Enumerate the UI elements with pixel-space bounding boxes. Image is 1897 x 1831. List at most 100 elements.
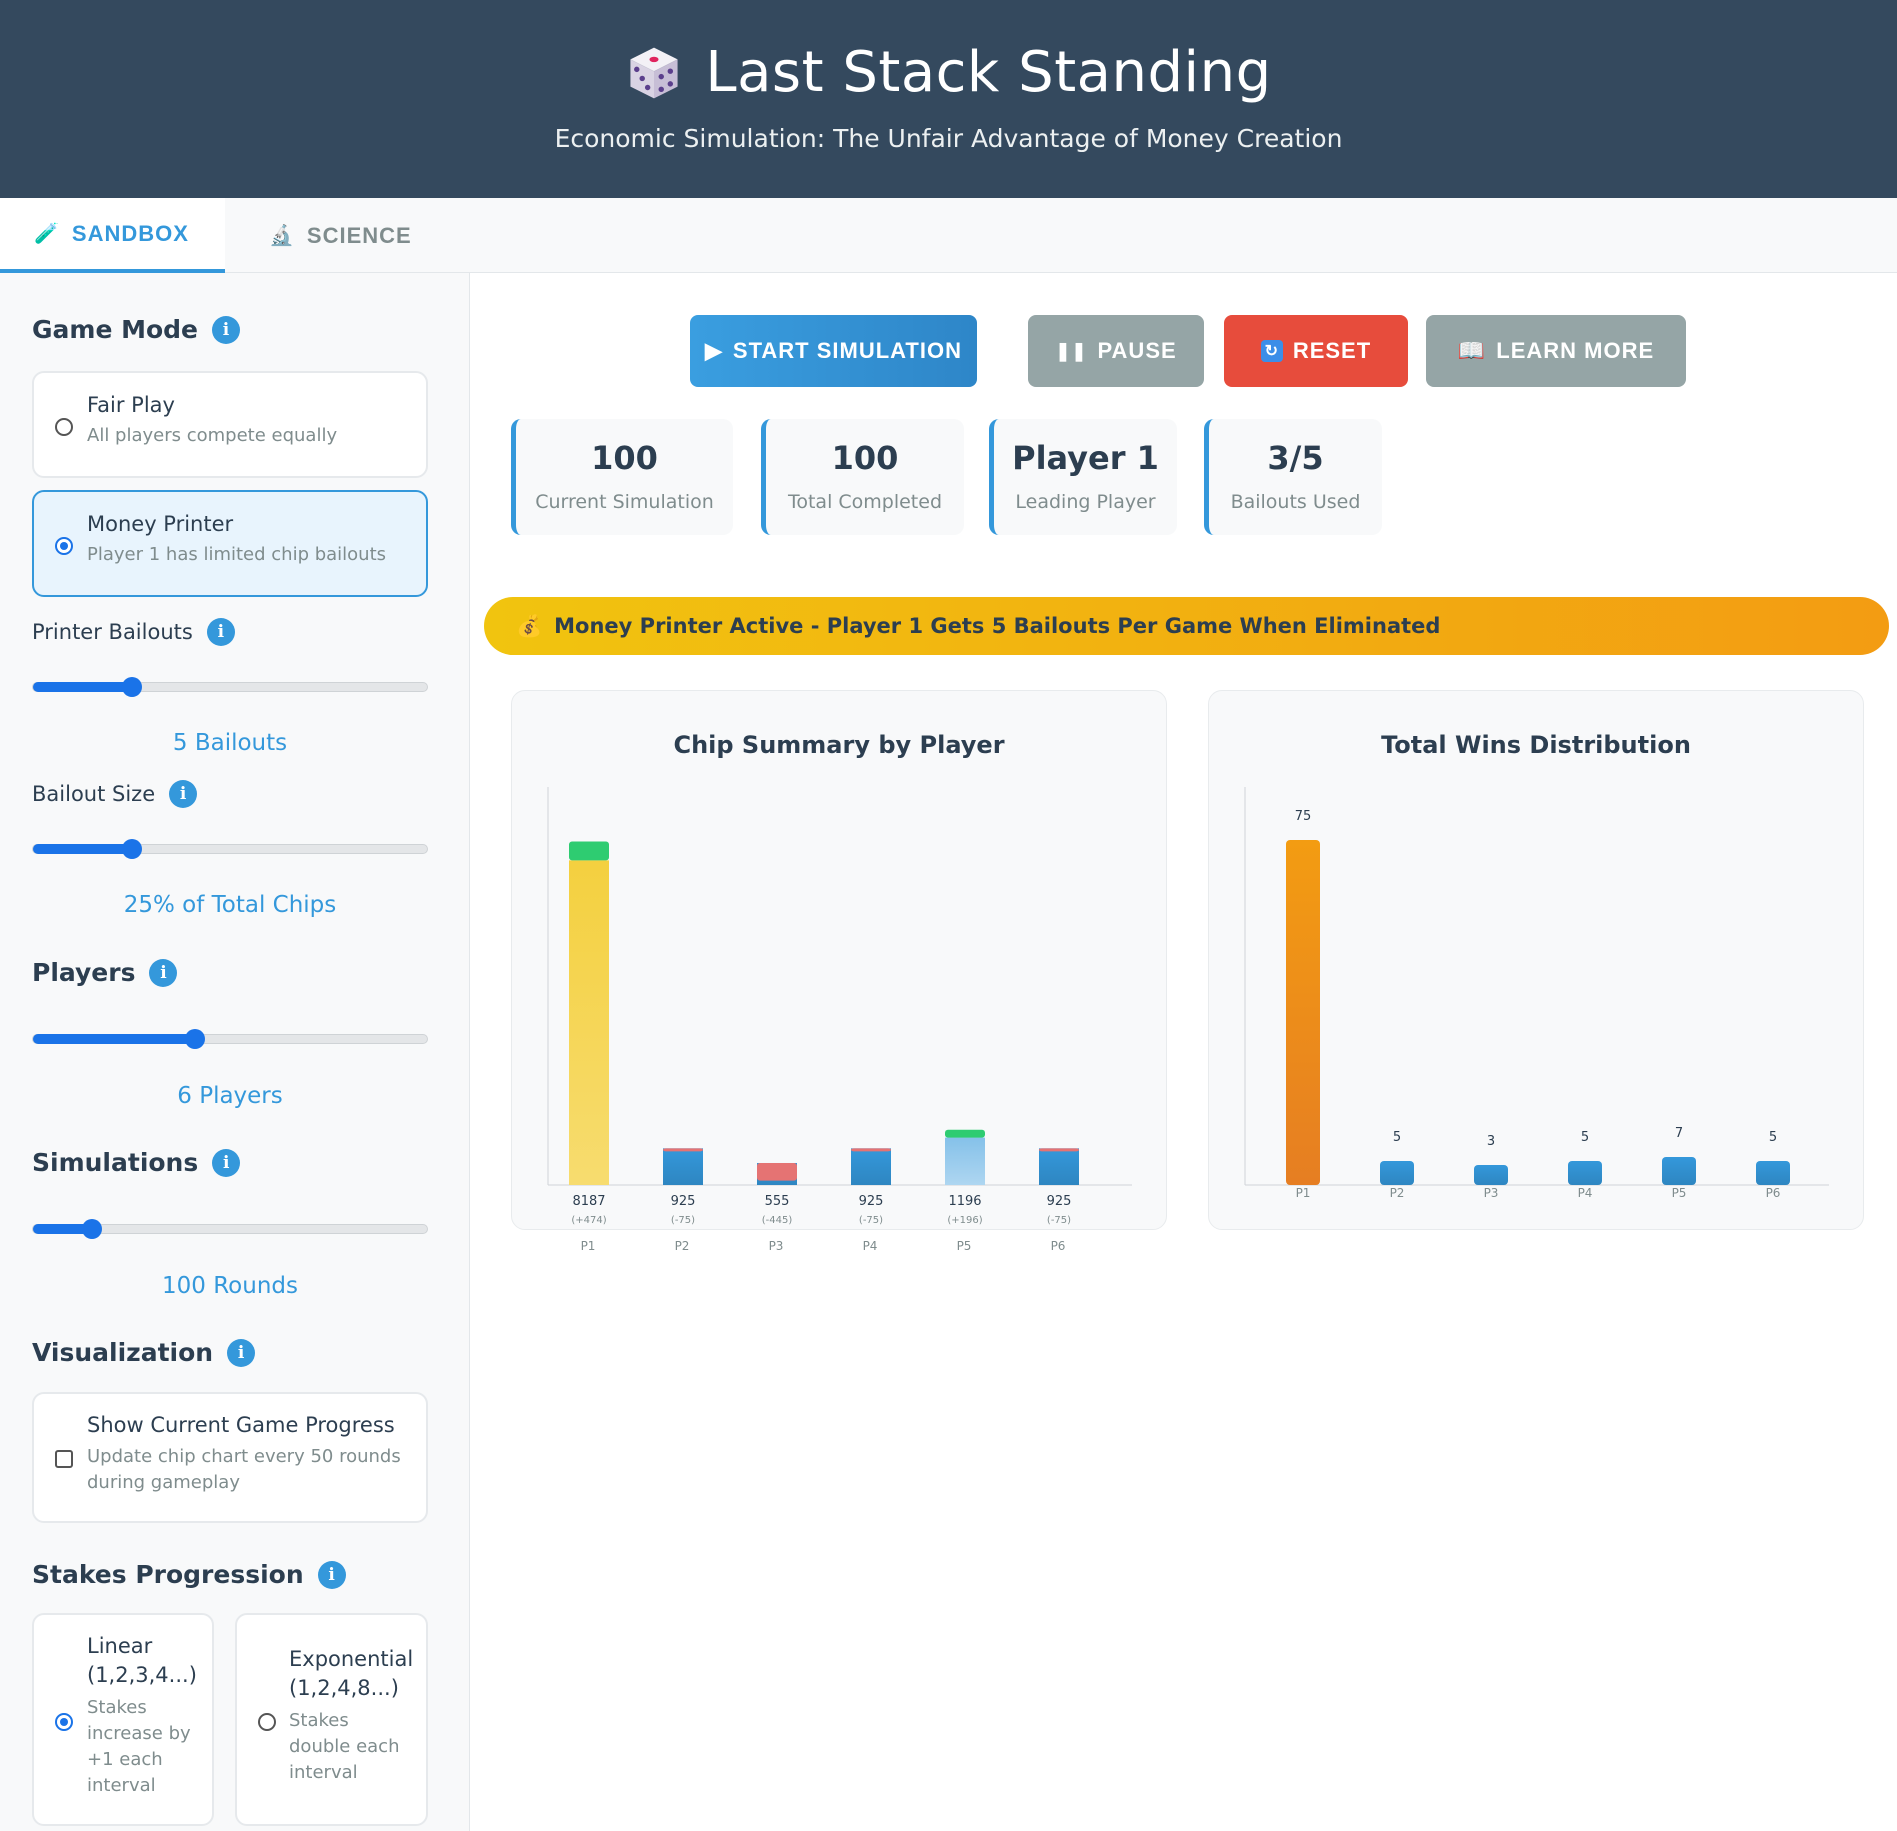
players-slider[interactable] xyxy=(32,1029,428,1049)
category-label-P6: P6 xyxy=(1050,1239,1066,1253)
simulations-slider[interactable] xyxy=(32,1219,428,1239)
category-label-P4: P4 xyxy=(862,1239,878,1253)
pause-icon: ❚❚ xyxy=(1055,340,1088,361)
info-icon[interactable]: i xyxy=(212,315,241,344)
players-heading: Players i xyxy=(32,958,178,987)
show-game-progress-option[interactable]: Show Current Game Progress Update chip c… xyxy=(32,1392,428,1523)
stakes-linear-option[interactable]: Linear (1,2,3,4...) Stakes increase by +… xyxy=(32,1613,214,1826)
play-icon: ▶ xyxy=(705,338,723,363)
stakes-exponential-option[interactable]: Exponential (1,2,4,8...) Stakes double e… xyxy=(235,1613,428,1826)
linear-desc-line2: increase by xyxy=(87,1723,191,1744)
slider-thumb[interactable] xyxy=(121,839,142,859)
bailout-size-value: 25% of Total Chips xyxy=(123,892,337,918)
info-icon[interactable]: i xyxy=(227,1338,256,1367)
chip-summary-chart: Chip Summary by Player 8187 (+474) 925 (-75… xyxy=(511,690,1167,1230)
app-title: Last Stack Standing xyxy=(705,40,1272,105)
printer-bailouts-value: 5 Bailouts xyxy=(172,730,288,756)
reset-button[interactable]: ↻ RESET xyxy=(1224,315,1408,387)
bailout-size-heading: Bailout Size i xyxy=(32,780,198,808)
info-icon[interactable]: i xyxy=(206,618,235,646)
bar-P6 xyxy=(1039,1148,1079,1185)
bar-P5 xyxy=(1662,1157,1696,1185)
change-label: (-75) xyxy=(859,1215,883,1226)
bailout-size-label: Bailout Size xyxy=(32,782,156,806)
exponential-desc-line3: interval xyxy=(289,1762,358,1783)
refresh-icon: ↻ xyxy=(1260,340,1283,362)
slider-thumb[interactable] xyxy=(82,1219,103,1239)
bailout-size-slider[interactable] xyxy=(32,839,428,859)
exponential-title-line1: Exponential xyxy=(289,1647,414,1671)
linear-title-line1: Linear xyxy=(87,1634,153,1658)
tab-sandbox-label: SANDBOX xyxy=(71,220,189,246)
value-label: 5 xyxy=(1581,1130,1589,1145)
change-label: (-75) xyxy=(1047,1215,1071,1226)
stat-value: 3/5 xyxy=(1267,439,1324,477)
chart-title: Total Wins Distribution xyxy=(1381,731,1691,759)
change-label: (+196) xyxy=(947,1215,982,1226)
gain-segment-P1 xyxy=(569,841,609,861)
microscope-icon: 🔬 xyxy=(269,225,295,247)
learn-more-label: LEARN MORE xyxy=(1496,338,1655,363)
stat-label: Bailouts Used xyxy=(1230,491,1361,513)
change-label: (-75) xyxy=(671,1215,695,1226)
tab-science[interactable]: 🔬 SCIENCE xyxy=(235,198,445,273)
money-printer-radio[interactable] xyxy=(55,537,73,555)
fair-play-radio[interactable] xyxy=(55,418,73,436)
category-label-P5: P5 xyxy=(1672,1186,1687,1200)
bar-P5 xyxy=(945,1137,985,1185)
bar-P4 xyxy=(1568,1161,1602,1185)
slider-thumb[interactable] xyxy=(121,677,142,697)
stakes-exponential-radio[interactable] xyxy=(258,1713,276,1731)
printer-bailouts-heading: Printer Bailouts i xyxy=(32,618,235,646)
tab-science-label: SCIENCE xyxy=(306,222,412,248)
bar-P4 xyxy=(851,1148,891,1185)
app-header: Last Stack Standing Economic Simulation:… xyxy=(0,0,1897,198)
info-icon[interactable]: i xyxy=(169,780,198,808)
money-printer-banner: 💰 Money Printer Active - Player 1 Gets 5… xyxy=(484,597,1889,655)
start-simulation-button[interactable]: ▶ START SIMULATION xyxy=(690,315,977,387)
stakes-linear-radio[interactable] xyxy=(55,1713,73,1731)
loss-segment-P3 xyxy=(757,1162,797,1181)
tab-sandbox[interactable]: 🧪 SANDBOX xyxy=(0,198,225,273)
show-game-progress-checkbox[interactable] xyxy=(55,1450,73,1468)
show-game-progress-title: Show Current Game Progress xyxy=(87,1413,395,1437)
stat-label: Leading Player xyxy=(1015,491,1156,513)
fair-play-title: Fair Play xyxy=(87,393,175,417)
banner-text: Money Printer Active - Player 1 Gets 5 B… xyxy=(554,614,1441,638)
value-label: 925 xyxy=(1047,1194,1072,1209)
wins-distribution-plot: 75 P1 5 P2 3 P3 5 P4 7 P5 5 P6 xyxy=(1244,787,1829,1200)
loss-segment-P2 xyxy=(663,1148,703,1152)
players-title: Players xyxy=(32,958,136,987)
value-label: 5 xyxy=(1393,1130,1401,1145)
stakes-progression-heading: Stakes Progression i xyxy=(32,1560,346,1589)
main-panel: ▶ START SIMULATION ❚❚ PAUSE ↻ RESET 📖 LE… xyxy=(471,273,1897,1831)
mode-tabs: 🧪 SANDBOX 🔬 SCIENCE xyxy=(0,198,1897,273)
bar-P1 xyxy=(569,860,609,1185)
printer-bailouts-slider[interactable] xyxy=(32,677,428,697)
info-icon[interactable]: i xyxy=(149,958,178,987)
value-label: 5 xyxy=(1769,1130,1777,1145)
linear-desc-line4: interval xyxy=(87,1775,156,1796)
category-label-P4: P4 xyxy=(1578,1186,1593,1200)
show-game-progress-desc-line2: during gameplay xyxy=(87,1472,240,1493)
info-icon[interactable]: i xyxy=(317,1560,346,1589)
stat-current-simulation: 100 Current Simulation xyxy=(511,419,733,535)
wins-distribution-chart: Total Wins Distribution 75 P1 5 P2 3 P3 5 P4 7 P5… xyxy=(1208,690,1864,1230)
simulations-heading: Simulations i xyxy=(32,1148,241,1177)
info-icon[interactable]: i xyxy=(212,1148,241,1177)
learn-more-button[interactable]: 📖 LEARN MORE xyxy=(1426,315,1686,387)
game-mode-heading: Game Mode i xyxy=(32,315,241,344)
bar-P2 xyxy=(663,1148,703,1185)
pause-button[interactable]: ❚❚ PAUSE xyxy=(1028,315,1204,387)
slider-thumb[interactable] xyxy=(184,1029,205,1049)
stat-value: 100 xyxy=(591,439,658,477)
linear-desc-line3: +1 each xyxy=(87,1749,163,1770)
category-label-P1: P1 xyxy=(1296,1186,1311,1200)
bar-P6 xyxy=(1756,1161,1790,1185)
exponential-title-line2: (1,2,4,8...) xyxy=(289,1676,399,1700)
category-label-P2: P2 xyxy=(1390,1186,1405,1200)
value-label: 8187 xyxy=(572,1194,605,1209)
category-label-P6: P6 xyxy=(1766,1186,1781,1200)
game-mode-fair-play-option[interactable]: Fair Play All players compete equally xyxy=(32,371,428,478)
game-mode-money-printer-option[interactable]: Money Printer Player 1 has limited chip … xyxy=(32,490,428,597)
